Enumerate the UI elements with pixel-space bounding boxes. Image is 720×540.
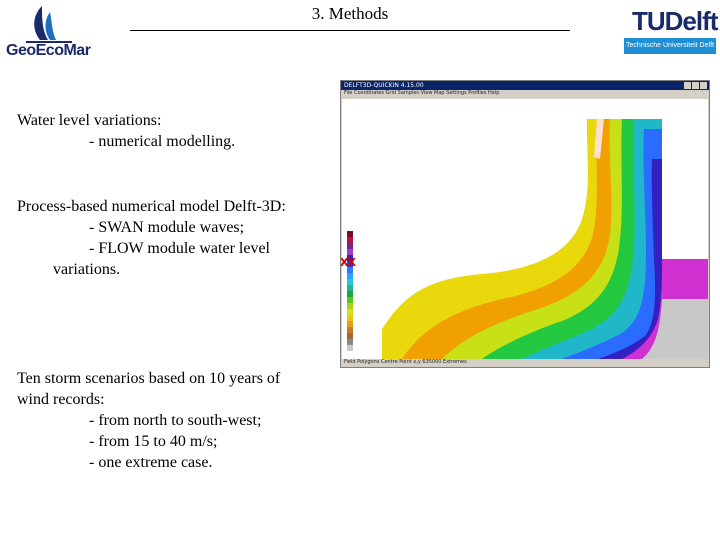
tudelft-logo-text: TUDelft: [632, 6, 718, 36]
legend-swatch: [347, 345, 353, 351]
delft3d-screenshot: DELFT3D-QUICKIN 4.15.00 File Coordinates…: [340, 80, 710, 368]
tudelft-logo: TUDelft Technische Universiteit Delft: [624, 4, 718, 54]
screenshot-window-buttons: [684, 82, 707, 89]
screenshot-menubar: File Coordinates Grid Samples View Map S…: [344, 90, 500, 96]
legend-swatch: [347, 297, 353, 303]
legend-swatch: [347, 303, 353, 309]
text-line: - one extreme case.: [89, 454, 213, 471]
text-block-water-level: Water level variations: - numerical mode…: [17, 110, 235, 152]
legend-swatch: [347, 273, 353, 279]
geoecomar-logo: GeoEcoMar: [2, 2, 94, 64]
legend-swatch: [347, 261, 353, 267]
text-line: - numerical modelling.: [89, 133, 236, 150]
legend-swatch: [347, 249, 353, 255]
text-line: Ten storm scenarios based on 10 years of: [17, 370, 281, 387]
text-line: Process-based numerical model Delft-3D:: [17, 198, 286, 215]
screenshot-titlebar: DELFT3D-QUICKIN 4.15.00: [341, 81, 709, 90]
geoecomar-logo-text: GeoEcoMar: [6, 42, 91, 59]
text-line: - from 15 to 40 m/s;: [89, 433, 218, 450]
legend-swatch: [347, 237, 353, 243]
text-line: wind records:: [17, 391, 105, 408]
legend-swatch: [347, 327, 353, 333]
text-line: - SWAN module waves;: [89, 219, 245, 236]
text-line: Water level variations:: [17, 112, 162, 129]
legend-swatch: [347, 315, 353, 321]
colour-legend: [347, 231, 363, 351]
model-map: [342, 99, 708, 359]
text-line: - FLOW module water level: [89, 240, 270, 257]
legend-swatch: [347, 339, 353, 345]
sailboat-icon: [26, 6, 72, 43]
text-block-scenarios: Ten storm scenarios based on 10 years of…: [17, 368, 280, 473]
text-line: - from north to south-west;: [89, 412, 262, 429]
legend-swatch: [347, 243, 353, 249]
legend-swatch: [347, 255, 353, 261]
legend-swatch: [347, 309, 353, 315]
legend-swatch: [347, 231, 353, 237]
legend-swatch: [347, 321, 353, 327]
text-block-model: Process-based numerical model Delft-3D: …: [17, 196, 286, 280]
legend-swatch: [347, 279, 353, 285]
legend-swatch: [347, 285, 353, 291]
tudelft-logo-subtitle: Technische Universiteit Delft: [624, 38, 716, 54]
page-title: 3. Methods: [130, 4, 570, 31]
legend-swatch: [347, 291, 353, 297]
legend-swatch: [347, 267, 353, 273]
screenshot-statusbar: Field Polygons Centre Point x,y 635000 E…: [344, 359, 467, 365]
corner-mark: XX: [340, 256, 356, 269]
text-line: variations.: [53, 261, 121, 278]
legend-swatch: [347, 333, 353, 339]
water-level-map-icon: [342, 99, 708, 359]
